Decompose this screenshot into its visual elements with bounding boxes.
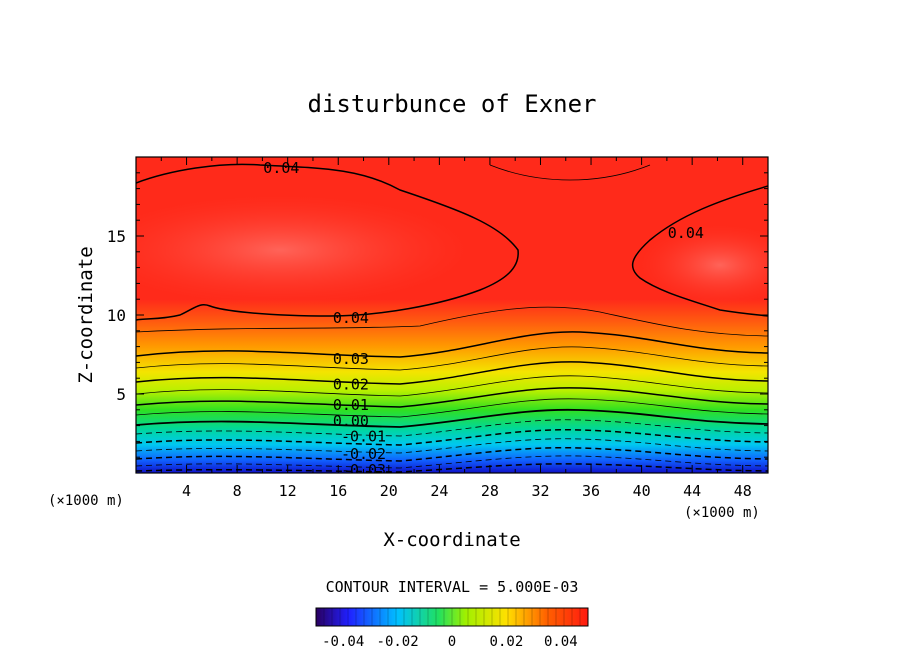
chart-title: disturbunce of Exner [308,90,597,118]
contour-0.025 [136,346,768,371]
x-tick-label: 40 [633,482,651,500]
x-axis-label: X-coordinate [383,529,520,551]
x-unit-left: (×1000 m) [48,493,124,509]
x-unit-right: (×1000 m) [684,505,760,521]
x-tick-label: 24 [430,482,448,500]
contour-0.01 [136,387,768,408]
x-tick-label: 32 [531,482,549,500]
contour-interval-label: CONTOUR INTERVAL = 5.000E-03 [326,578,579,596]
x-tick-label: 16 [329,482,347,500]
high-pressure-right [640,225,768,305]
contour-top-thin [489,164,651,181]
contour-lines [136,163,768,473]
contour-label: 0.02 [333,376,369,394]
contour-label: -0.03 [341,461,386,479]
colorbar-tick-label: 0 [448,634,456,650]
contour-0.005 [136,398,768,418]
contour-0.02 [136,361,768,385]
y-tick-label: 15 [107,227,126,246]
high-pressure-left [136,195,470,305]
contour-neg-0.02 [136,446,768,462]
contour-0.035 [136,306,768,337]
contour-label: 0.04 [263,159,299,177]
colorbar-fill [315,607,589,627]
x-tick-label: 44 [683,482,701,500]
colorbar-tick-label: -0.02 [377,634,419,650]
contour-label: -0.02 [341,445,386,463]
contour-neg-0.005 [136,419,768,437]
x-tick-label: 12 [279,482,297,500]
contour-neg-0.03 [136,463,768,473]
y-tick-label: 5 [116,385,126,404]
contour-0.04-top [136,163,519,321]
y-axis-label: Z-coordinate [75,246,97,383]
y-tick-label: 10 [107,306,126,325]
x-tick-label: 8 [233,482,242,500]
contour-label: 0.03 [333,350,369,368]
contour-label: 0.04 [333,309,369,327]
x-tick-label: 28 [481,482,499,500]
contour-neg-0.025 [136,455,768,469]
colorbar-tick-label: 0.02 [490,634,524,650]
contour-0.03 [136,331,768,358]
contour-neg-0.015 [136,438,768,454]
y-axis: 5 10 15 [107,172,768,458]
x-axis: 4 8 12 16 20 24 28 32 36 40 44 48 [160,157,752,500]
plot-area: 0.04 0.04 0.04 0.03 0.02 0.010.00-0.01-0.02-0… [136,157,768,479]
contour-label: -0.01 [341,428,386,446]
contour-0.04-right [631,185,768,317]
x-tick-label: 36 [582,482,600,500]
contour-labels: 0.04 0.04 0.04 0.03 0.02 0.010.00-0.01-0.02-0… [263,159,704,479]
x-tick-label: 48 [734,482,752,500]
x-tick-label: 4 [182,482,191,500]
contour-neg-0.01 [136,429,768,446]
contour-label: 0.00 [333,412,369,430]
x-tick-label: 20 [380,482,398,500]
contour-label: 0.04 [668,224,704,242]
colorbar: -0.04 -0.02 0 0.02 0.04 [315,607,589,650]
colorbar-stripes [323,608,581,626]
colorbar-ticks: -0.04 -0.02 0 0.02 0.04 [322,634,578,650]
colorbar-tick-label: -0.04 [322,634,364,650]
contour-0.00 [136,408,768,428]
contour-label: 0.01 [333,396,369,414]
contour-0.015 [136,375,768,397]
colorbar-tick-label: 0.04 [544,634,578,650]
